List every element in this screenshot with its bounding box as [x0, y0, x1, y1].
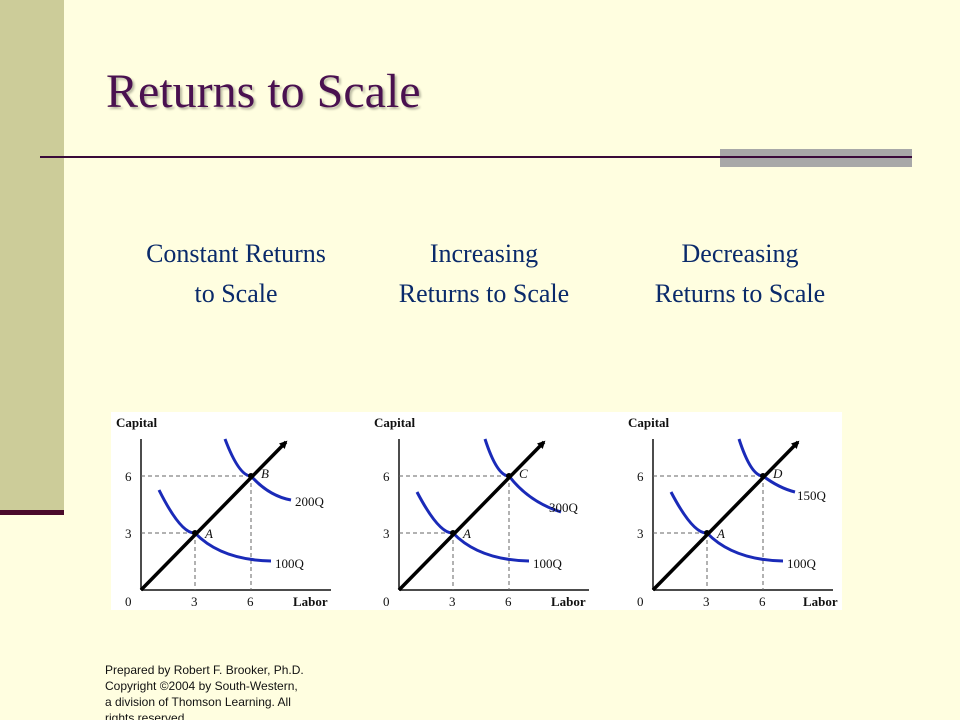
y-tick-label: 6 [383, 469, 390, 484]
title-rule-accent [720, 149, 912, 167]
copyright-footer: Prepared by Robert F. Brooker, Ph.D. Cop… [105, 663, 304, 720]
x-tick-label: 3 [449, 594, 456, 609]
expansion-path-ray [397, 440, 546, 592]
x-axis-label: Labor [293, 594, 328, 609]
panel-heading-line: Returns to Scale [654, 279, 826, 308]
isoquant-label-high: 150Q [797, 488, 827, 503]
expansion-path-ray [651, 440, 800, 592]
point-label-high: D [772, 466, 783, 481]
x-tick-label: 3 [703, 594, 710, 609]
title-rule [40, 156, 912, 158]
isoquant-high [737, 438, 796, 494]
point-label-low: A [462, 526, 471, 541]
x-tick-label: 6 [247, 594, 254, 609]
left-bar-underline [0, 510, 64, 515]
isoquant-label-low: 100Q [275, 556, 305, 571]
point-label-low: A [204, 526, 213, 541]
y-tick-label: 6 [637, 469, 644, 484]
slide-title: Returns to Scale [106, 65, 421, 118]
returns-to-scale-diagrams: Capital A B 100Q 200Q 3 6 3 6 0 Labor Ca… [111, 412, 842, 610]
isoquant-label-high: 200Q [295, 494, 325, 509]
x-axis-label: Labor [803, 594, 838, 609]
point-marker [248, 473, 254, 479]
panel-heading-decreasing: Decreasing Returns to Scale [620, 234, 860, 314]
point-marker [450, 530, 456, 536]
point-marker [760, 473, 766, 479]
isoquant-label-low: 100Q [533, 556, 563, 571]
origin-label: 0 [125, 594, 132, 609]
origin-label: 0 [637, 594, 644, 609]
panel-heading-line: Decreasing [681, 239, 799, 268]
panel-heading-line: to Scale [194, 279, 278, 308]
diagram-increasing-returns: Capital A C 100Q 300Q 3 6 3 6 0 Labor [374, 415, 589, 609]
diagram-decreasing-returns: Capital A D 100Q 150Q 3 6 3 6 0 Labor [628, 415, 838, 609]
left-side-bar [0, 0, 64, 512]
title-rule-accent-line [720, 156, 912, 158]
y-axis-label: Capital [628, 415, 670, 430]
isoquant-low [415, 491, 530, 563]
panel-heading-line: Returns to Scale [398, 279, 570, 308]
x-tick-label: 6 [505, 594, 512, 609]
isoquant-label-low: 100Q [787, 556, 817, 571]
isoquant-label-high: 300Q [549, 500, 579, 515]
isoquant-low [669, 491, 784, 563]
y-tick-label: 3 [637, 526, 644, 541]
x-tick-label: 3 [191, 594, 198, 609]
expansion-path-ray [139, 440, 288, 592]
point-marker [704, 530, 710, 536]
y-tick-label: 3 [383, 526, 390, 541]
x-axis-label: Labor [551, 594, 586, 609]
panel-heading-constant: Constant Returns to Scale [116, 234, 356, 314]
y-tick-label: 6 [125, 469, 132, 484]
panel-heading-line: Increasing [429, 239, 539, 268]
panel-heading-increasing: Increasing Returns to Scale [364, 234, 604, 314]
origin-label: 0 [383, 594, 390, 609]
y-axis-label: Capital [374, 415, 416, 430]
panel-heading-line: Constant Returns [146, 239, 326, 268]
point-marker [192, 530, 198, 536]
point-marker [506, 473, 512, 479]
y-axis-label: Capital [116, 415, 158, 430]
diagram-constant-returns: Capital A B 100Q 200Q 3 6 3 6 0 Labor [116, 415, 331, 609]
point-label-low: A [716, 526, 725, 541]
point-label-high: C [519, 466, 528, 481]
isoquant-low [157, 489, 272, 563]
x-tick-label: 6 [759, 594, 766, 609]
point-label-high: B [261, 466, 269, 481]
y-tick-label: 3 [125, 526, 132, 541]
